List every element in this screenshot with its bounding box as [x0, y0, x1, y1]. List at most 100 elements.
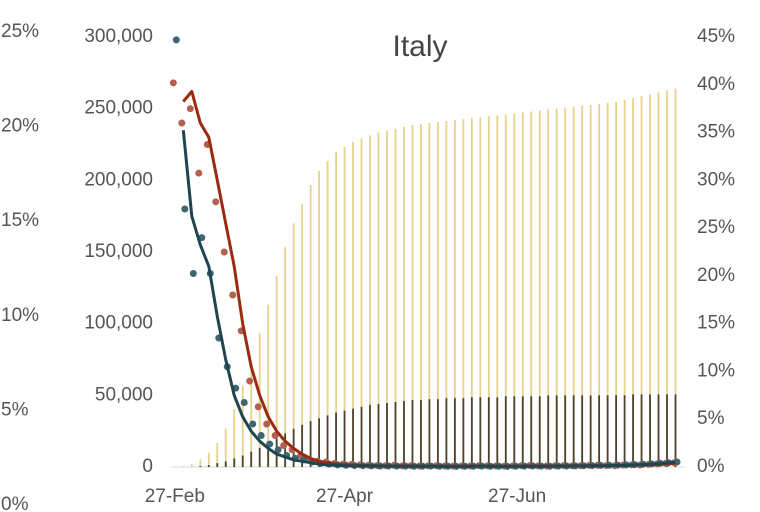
y2-tick-label: 15% [697, 313, 735, 334]
bar [521, 112, 524, 467]
bar [326, 161, 329, 467]
bar [190, 464, 193, 467]
bar [199, 459, 202, 467]
bar [309, 185, 312, 467]
bar [352, 142, 354, 467]
y2-tick-label: 40% [697, 74, 735, 95]
dot [195, 169, 203, 177]
bar [445, 121, 448, 467]
bar [513, 113, 516, 467]
bar [386, 130, 388, 467]
bar [572, 106, 575, 467]
dot [266, 440, 274, 448]
bar [199, 466, 202, 467]
chart-title: Italy [392, 30, 447, 63]
bar [453, 120, 456, 467]
bar [657, 92, 660, 467]
bar [632, 98, 634, 468]
bar [606, 395, 609, 467]
bar [343, 410, 346, 467]
bar [598, 395, 601, 467]
x-tick-label: 27-Apr [316, 486, 374, 507]
bar [369, 135, 371, 467]
y2-tick-label: 10% [697, 360, 735, 381]
bar [657, 394, 660, 467]
bar [589, 395, 592, 467]
y2-tick-label: 5% [697, 408, 725, 429]
bar [666, 90, 668, 467]
bar [462, 119, 465, 467]
bar [377, 132, 380, 468]
bar [555, 395, 558, 467]
bar [403, 401, 405, 467]
bar [301, 204, 304, 467]
bar [233, 458, 236, 467]
bar [564, 395, 567, 467]
dot [220, 248, 228, 256]
bar [301, 424, 304, 467]
dot [189, 270, 197, 277]
bar [581, 105, 584, 468]
bar [479, 397, 482, 467]
bar [521, 396, 524, 467]
bar [292, 223, 295, 467]
bar [403, 126, 405, 468]
bar [479, 117, 482, 468]
bar [360, 406, 363, 467]
y3-tick-label: 20% [1, 116, 39, 137]
dot [178, 119, 186, 127]
bar [453, 398, 456, 467]
bar [666, 394, 668, 467]
bar [182, 466, 185, 467]
dot [257, 431, 265, 439]
y-tick-label: 50,000 [95, 384, 153, 405]
y-tick-label: 100,000 [84, 313, 153, 334]
bar [470, 118, 473, 467]
bar [615, 395, 618, 467]
bar [640, 96, 643, 467]
bar [623, 100, 626, 468]
y-tick-label: 250,000 [84, 98, 153, 119]
x-tick-label: 27-Jun [488, 486, 546, 507]
bar [547, 395, 550, 467]
bar [615, 101, 618, 467]
bar [538, 110, 541, 468]
bar [445, 398, 448, 467]
bar [224, 428, 227, 467]
bar [649, 94, 651, 467]
bar [538, 396, 541, 467]
bar [640, 394, 643, 467]
bar [394, 128, 397, 467]
bar [275, 275, 278, 467]
bar [394, 402, 397, 467]
dot [172, 36, 180, 44]
x-tick-label: 27-Feb [145, 486, 205, 507]
bar [420, 400, 422, 467]
dot [212, 198, 220, 206]
y2-tick-label: 35% [697, 122, 735, 143]
y-tick-label: 200,000 [84, 169, 153, 190]
dot [280, 442, 288, 449]
bar [462, 398, 465, 467]
bar [326, 415, 329, 467]
bar [513, 396, 516, 467]
bar [547, 109, 550, 467]
bar [623, 395, 626, 467]
bar [581, 395, 584, 467]
bar [335, 412, 337, 467]
bar [411, 400, 414, 467]
bar [428, 123, 431, 467]
bar [428, 399, 431, 467]
bar [335, 151, 337, 467]
bar [318, 418, 320, 467]
dot [254, 403, 262, 411]
dot [186, 105, 194, 113]
bar [572, 395, 575, 467]
bar [233, 409, 236, 467]
dot [229, 291, 237, 299]
bar [504, 396, 507, 467]
bar [258, 447, 261, 467]
bar [589, 104, 592, 467]
bar [267, 304, 270, 467]
bar [216, 463, 219, 467]
